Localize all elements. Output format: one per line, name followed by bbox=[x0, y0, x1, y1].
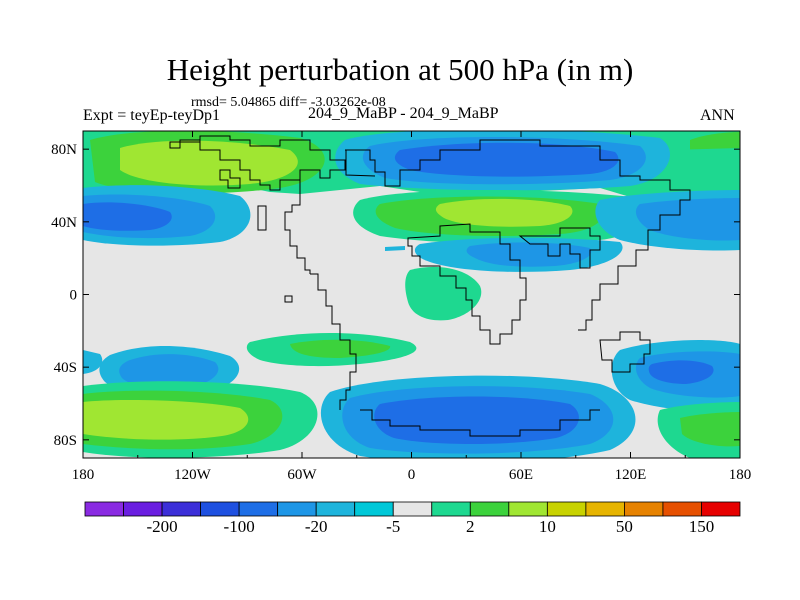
x-tick-label: 60W bbox=[287, 467, 317, 483]
season-label: ANN bbox=[700, 107, 735, 124]
coastline-south-america bbox=[310, 273, 357, 410]
x-tick-label: 60E bbox=[509, 467, 533, 483]
x-axis: 180 120W 60W 0 60E 120E 180 bbox=[72, 131, 752, 483]
colorbar-swatch bbox=[469, 501, 510, 517]
y-tick-label: 0 bbox=[70, 288, 78, 304]
colorbar-swatch bbox=[123, 501, 163, 517]
colorbar-swatch bbox=[200, 501, 240, 517]
colorbar-swatch bbox=[315, 501, 356, 517]
colorbar-swatch bbox=[701, 501, 741, 517]
rmsd-diff-stats: rmsd= 5.04865 diff= -3.03262e-08 bbox=[191, 95, 386, 110]
contour-eurasia-yellow bbox=[435, 198, 573, 227]
colorbar-swatch bbox=[277, 501, 317, 517]
contour-south-60s-yellow bbox=[83, 400, 249, 440]
contour-south-far-east-lightgreen bbox=[680, 412, 740, 447]
y-axis: 80N 40N 0 40S 80S bbox=[51, 142, 740, 449]
colorbar-swatch bbox=[662, 501, 702, 517]
colorbar-swatch bbox=[392, 501, 433, 517]
contour-africa-tropic-green bbox=[405, 266, 482, 321]
y-tick-label: 40S bbox=[54, 360, 77, 376]
colorbar-swatch bbox=[546, 501, 587, 517]
y-tick-label: 40N bbox=[51, 215, 77, 231]
contour-south-pacific-blue bbox=[119, 354, 219, 389]
contour-southern-ocean-deep bbox=[374, 396, 579, 444]
contour-north-pacific-yellow bbox=[120, 140, 298, 186]
contour-atlantic-30n-cyan bbox=[385, 246, 405, 251]
colorbar-swatch bbox=[508, 501, 548, 517]
colorbar-label: -20 bbox=[305, 517, 328, 536]
x-tick-label: 120W bbox=[174, 467, 212, 483]
colorbar-label: 10 bbox=[539, 517, 556, 536]
coastline-north-america bbox=[169, 135, 346, 274]
coastline-asia-south bbox=[518, 227, 601, 269]
x-tick-label: 180 bbox=[729, 467, 752, 483]
chart-title: Height perturbation at 500 hPa (in m) bbox=[166, 52, 634, 87]
colorbar: -200 -100 -20 -5 2 10 50 150 bbox=[84, 501, 741, 536]
x-tick-label: 120E bbox=[615, 467, 647, 483]
x-tick-label: 180 bbox=[72, 467, 95, 483]
colorbar-swatch bbox=[354, 501, 394, 517]
contour-east-40n-blue bbox=[635, 198, 740, 241]
contour-pacific-40n-deep bbox=[83, 202, 172, 231]
coastline-australia bbox=[599, 331, 651, 373]
coastline-eurasia bbox=[345, 139, 691, 331]
coastline-antarctica bbox=[360, 409, 600, 437]
colorbar-label: 150 bbox=[689, 517, 715, 536]
colorbar-swatch bbox=[161, 501, 201, 517]
contour-field bbox=[83, 131, 740, 458]
experiment-label: Expt = teyEp-teyDp1 bbox=[83, 107, 220, 124]
colorbar-swatch bbox=[431, 501, 471, 517]
colorbar-swatch bbox=[585, 501, 625, 517]
coastlines bbox=[169, 135, 691, 437]
y-tick-label: 80S bbox=[54, 433, 77, 449]
contour-south-indian-deep bbox=[648, 360, 714, 384]
colorbar-swatch bbox=[238, 501, 279, 517]
case-subtitle: 204_9_MaBP - 204_9_MaBP bbox=[308, 105, 499, 122]
colorbar-swatch bbox=[84, 501, 124, 517]
y-tick-label: 80N bbox=[51, 142, 77, 158]
colorbar-label: 2 bbox=[466, 517, 475, 536]
contour-far-east-teal bbox=[670, 148, 740, 190]
coastline-africa bbox=[407, 223, 527, 345]
colorbar-label: -100 bbox=[224, 517, 255, 536]
contour-arctic-deep-blue bbox=[394, 142, 619, 177]
colorbar-label: -5 bbox=[386, 517, 400, 536]
contour-south-atlantic-lightgreen bbox=[290, 339, 391, 358]
colorbar-label: 50 bbox=[616, 517, 633, 536]
contour-south-southwest-cyan bbox=[83, 350, 103, 374]
colorbar-label: -200 bbox=[146, 517, 177, 536]
colorbar-swatch bbox=[624, 501, 664, 517]
coastline-greenland bbox=[219, 150, 376, 303]
x-tick-label: 0 bbox=[408, 467, 416, 483]
